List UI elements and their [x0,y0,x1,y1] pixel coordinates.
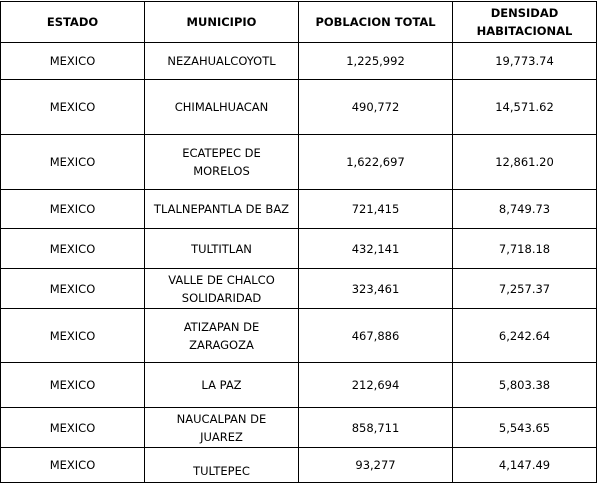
cell-municipio: TLALNEPANTLA DE BAZ [144,189,299,229]
cell-municipio: NEZAHUALCOYOTL [144,42,299,80]
cell-estado: MEXICO [0,228,145,269]
table-row: MEXICO VALLE DE CHALCO SOLIDARIDAD 323,4… [0,268,597,309]
cell-densidad: 5,543.65 [452,407,597,448]
cell-densidad: 5,803.38 [452,362,597,408]
cell-densidad: 4,147.49 [452,447,597,483]
cell-municipio: LA PAZ [144,362,299,408]
cell-poblacion: 432,141 [298,228,453,269]
cell-densidad: 12,861.20 [452,134,597,190]
cell-densidad: 8,749.73 [452,189,597,229]
cell-municipio: TULTEPEC [144,447,299,483]
cell-estado: MEXICO [0,79,145,135]
cell-estado: MEXICO [0,189,145,229]
cell-municipio: ECATEPEC DE MORELOS [144,134,299,190]
table-row: MEXICO ECATEPEC DE MORELOS 1,622,697 12,… [0,134,597,190]
header-row: ESTADO MUNICIPIO POBLACION TOTAL DENSIDA… [0,1,597,43]
table-row: MEXICO ATIZAPAN DE ZARAGOZA 467,886 6,24… [0,308,597,363]
cell-municipio: NAUCALPAN DE JUAREZ [144,407,299,448]
header-estado: ESTADO [0,1,145,43]
cell-densidad: 7,257.37 [452,268,597,309]
header-densidad-habitacional: DENSIDAD HABITACIONAL [452,1,597,43]
header-municipio: MUNICIPIO [144,1,299,43]
cell-poblacion: 1,622,697 [298,134,453,190]
cell-estado: MEXICO [0,42,145,80]
header-poblacion-total: POBLACION TOTAL [298,1,453,43]
cell-municipio: ATIZAPAN DE ZARAGOZA [144,308,299,363]
cell-estado: MEXICO [0,268,145,309]
cell-poblacion: 467,886 [298,308,453,363]
cell-estado: MEXICO [0,134,145,190]
cell-poblacion: 323,461 [298,268,453,309]
cell-densidad: 6,242.64 [452,308,597,363]
cell-densidad: 19,773.74 [452,42,597,80]
cell-estado: MEXICO [0,447,145,483]
table-row: MEXICO TULTITLAN 432,141 7,718.18 [0,228,597,269]
cell-estado: MEXICO [0,308,145,363]
cell-poblacion: 1,225,992 [298,42,453,80]
table-row: MEXICO TULTEPEC 93,277 4,147.49 [0,447,597,483]
cell-poblacion: 212,694 [298,362,453,408]
cell-municipio: TULTITLAN [144,228,299,269]
table-row: MEXICO NEZAHUALCOYOTL 1,225,992 19,773.7… [0,42,597,80]
cell-densidad: 7,718.18 [452,228,597,269]
table-row: MEXICO CHIMALHUACAN 490,772 14,571.62 [0,79,597,135]
cell-densidad: 14,571.62 [452,79,597,135]
table-row: MEXICO LA PAZ 212,694 5,803.38 [0,362,597,408]
table-row: MEXICO TLALNEPANTLA DE BAZ 721,415 8,749… [0,189,597,229]
cell-municipio: CHIMALHUACAN [144,79,299,135]
cell-estado: MEXICO [0,362,145,408]
cell-poblacion: 858,711 [298,407,453,448]
table-row: MEXICO NAUCALPAN DE JUAREZ 858,711 5,543… [0,407,597,448]
cell-poblacion: 490,772 [298,79,453,135]
cell-estado: MEXICO [0,407,145,448]
cell-poblacion: 721,415 [298,189,453,229]
cell-poblacion: 93,277 [298,447,453,483]
cell-municipio: VALLE DE CHALCO SOLIDARIDAD [144,268,299,309]
